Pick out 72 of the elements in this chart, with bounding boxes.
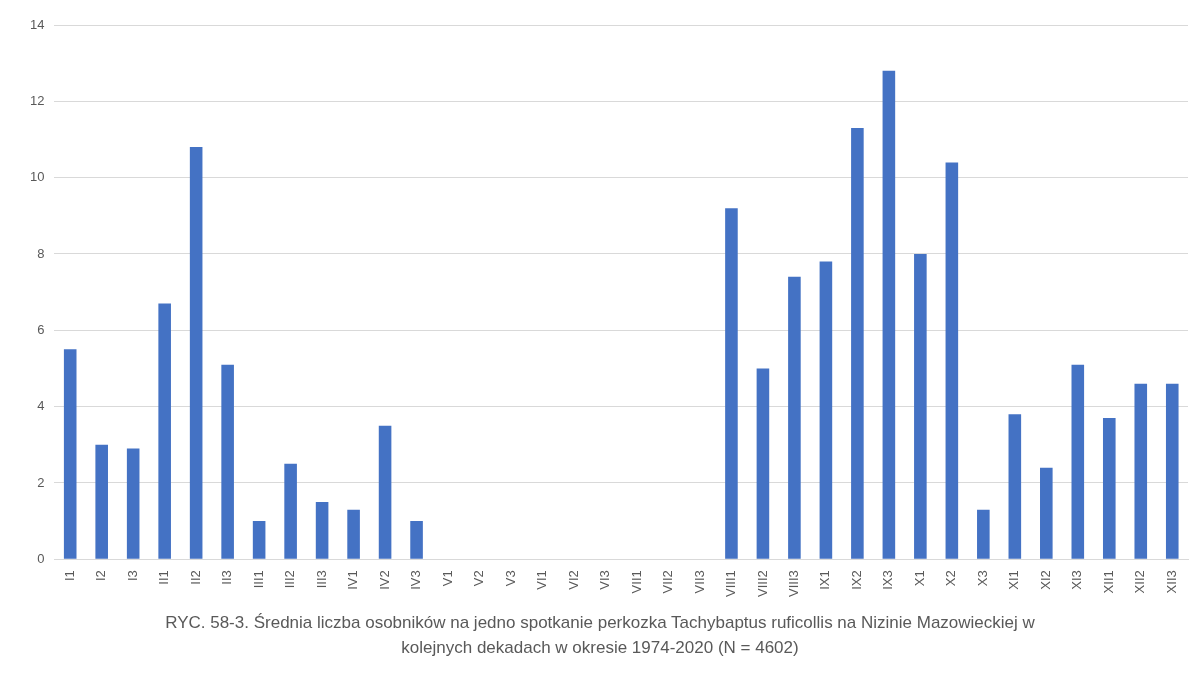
x-tick-label: XI3: [1069, 570, 1085, 590]
bar: [1165, 383, 1179, 559]
x-tick-label: VI3: [597, 570, 613, 590]
x-tick-label: II2: [187, 570, 203, 585]
bar: [347, 509, 360, 559]
x-tick-label: I1: [61, 570, 77, 582]
x-tick-label: VIII1: [723, 570, 739, 598]
bar: [63, 349, 77, 559]
bar: [977, 509, 990, 559]
x-tick-label: IX3: [880, 570, 896, 590]
x-tick-label: X1: [911, 570, 927, 587]
x-tick-label: V2: [471, 570, 487, 587]
bar: [252, 521, 266, 559]
x-tick-label: XI2: [1037, 570, 1053, 590]
x-tick-label: XII1: [1100, 570, 1116, 594]
bar: [158, 303, 171, 559]
y-tick-label: 6: [37, 321, 45, 337]
x-tick-label: I3: [124, 570, 140, 582]
x-tick-label: IV3: [408, 570, 424, 590]
bar: [1102, 418, 1116, 559]
x-tick-label: IV1: [345, 570, 361, 590]
y-tick-label: 10: [29, 169, 45, 185]
bar: [1134, 383, 1148, 559]
x-tick-label: VIII2: [754, 570, 770, 598]
y-tick-label: 14: [29, 16, 45, 32]
bar: [788, 276, 801, 559]
bar: [221, 364, 234, 559]
bar: [1040, 467, 1053, 559]
bar: [378, 425, 392, 559]
x-tick-label: VII1: [628, 570, 644, 594]
bar: [851, 128, 864, 559]
x-tick-label: VII3: [691, 570, 707, 594]
x-tick-label: X3: [974, 570, 990, 587]
x-tick-label: XII3: [1163, 570, 1179, 594]
x-tick-label: VI1: [534, 570, 550, 590]
y-tick-label: 4: [37, 398, 45, 414]
bar: [284, 463, 297, 559]
x-tick-label: XII2: [1132, 570, 1148, 594]
x-tick-label: IX2: [848, 570, 864, 590]
bar: [1008, 414, 1022, 559]
bar: [95, 444, 108, 559]
bar: [914, 253, 927, 559]
bar: [1071, 364, 1085, 559]
x-tick-label: V1: [439, 570, 455, 587]
bar: [882, 70, 896, 559]
bar: [756, 368, 770, 559]
x-tick-label: III1: [250, 570, 266, 589]
bar: [189, 147, 203, 559]
x-tick-label: III2: [282, 570, 298, 589]
x-tick-label: V3: [502, 570, 518, 587]
bar: [315, 502, 329, 559]
y-tick-label: 0: [37, 550, 45, 566]
y-tick-label: 2: [37, 474, 45, 490]
x-tick-label: I2: [93, 570, 109, 582]
x-tick-label: X2: [943, 570, 959, 587]
x-tick-label: IV2: [376, 570, 392, 590]
y-tick-label: 8: [37, 245, 45, 261]
bar: [819, 261, 833, 559]
text: RYC. 58-3. Średnia liczba osobników na jedno spotkanie perkozka Tachybaptus ruficollis na Nizinie Mazowieckiej w kolejnych dekadach w okresie 1974-2020 (N = 4602): [164, 612, 1036, 659]
x-tick-label: VIII3: [785, 570, 801, 598]
bar: [410, 521, 423, 559]
x-tick-label: II3: [219, 570, 235, 585]
x-tick-label: II1: [156, 570, 172, 585]
x-tick-label: VI2: [565, 570, 581, 590]
y-tick-label: 12: [29, 92, 45, 108]
bar: [945, 162, 959, 559]
bar: [126, 448, 140, 559]
bar: [725, 208, 738, 559]
x-tick-label: VII2: [660, 570, 676, 594]
x-tick-label: III3: [313, 570, 329, 589]
x-tick-label: XI1: [1006, 570, 1022, 590]
x-tick-label: IX1: [817, 570, 833, 590]
